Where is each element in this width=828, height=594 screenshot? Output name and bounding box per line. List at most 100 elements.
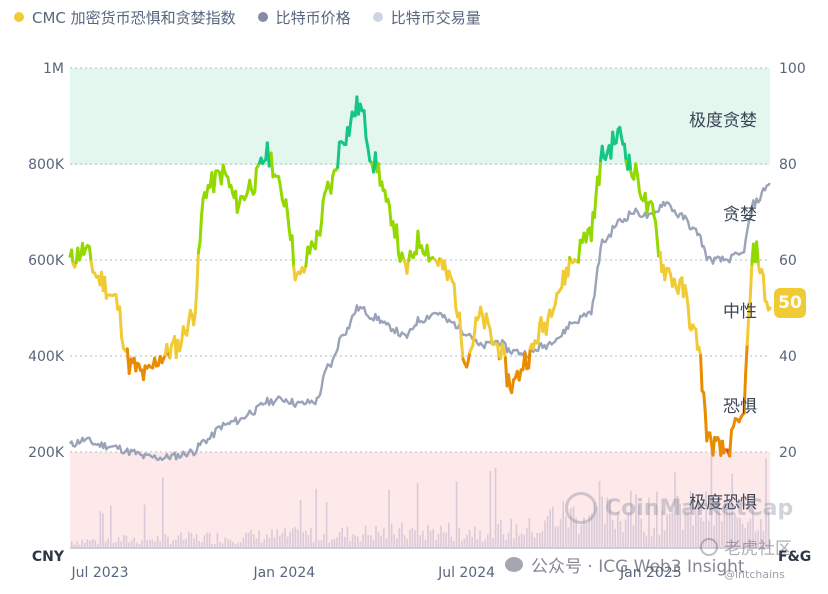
volume-bar [123, 535, 125, 548]
zone-label-extreme-greed: 极度贪婪 [689, 111, 757, 131]
volume-bar [713, 525, 715, 548]
fng-segment [284, 198, 289, 214]
fng-segment [744, 342, 749, 376]
volume-bar [149, 539, 151, 548]
x-tick-label: Jan 2024 [252, 565, 315, 581]
volume-bar [346, 526, 349, 548]
volume-bar [289, 532, 291, 548]
volume-bar [741, 523, 744, 548]
volume-bar [617, 511, 619, 548]
handle-text: @intchains [724, 568, 785, 581]
volume-bar [697, 498, 700, 548]
fng-segment [87, 245, 93, 264]
volume-bar [458, 528, 460, 548]
legend-item-0[interactable]: CMC 加密货币恐惧和贪婪指数 [14, 7, 236, 28]
volume-bar [273, 536, 276, 548]
fng-segment [650, 202, 656, 218]
volume-bar [575, 517, 577, 548]
fng-segment [196, 240, 202, 255]
left-tick-label: 600K [28, 253, 65, 269]
right-tick-label: 100 [779, 61, 806, 77]
volume-bar [736, 517, 739, 548]
fng-segment [544, 316, 550, 336]
fng-segment [510, 378, 515, 395]
volume-bar [284, 527, 286, 548]
volume-bar [718, 497, 720, 548]
legend-dot-icon [372, 12, 383, 22]
volume-bar [598, 480, 601, 548]
volume-bar [674, 472, 676, 548]
volume-bar [294, 527, 297, 548]
left-axis-unit: CNY [32, 549, 65, 565]
volume-bar [299, 499, 302, 548]
fng-segment [471, 332, 476, 348]
volume-bar [526, 528, 528, 548]
legend-label: 比特币交易量 [390, 8, 481, 27]
volume-bar [120, 541, 122, 548]
volume-bar [232, 542, 234, 548]
volume-bar [341, 527, 343, 548]
fng-segment [120, 335, 125, 350]
volume-bar [749, 518, 752, 548]
volume-bar [445, 532, 447, 548]
volume-bar [276, 529, 278, 548]
volume-bar [219, 542, 221, 548]
volume-bar [494, 467, 497, 548]
brand-watermark: 老虎社区 [700, 534, 792, 559]
legend-item-2[interactable]: 比特币交易量 [372, 7, 481, 28]
volume-bar [487, 534, 489, 548]
volume-bar [429, 531, 432, 548]
volume-bar [630, 491, 632, 548]
fng-segment [686, 304, 692, 330]
volume-bar [128, 542, 130, 548]
volume-bar [435, 540, 437, 548]
volume-bar [401, 522, 403, 548]
volume-bar [614, 528, 616, 548]
right-tick-label: 80 [779, 157, 797, 173]
fng-segment [472, 316, 478, 336]
volume-bar [409, 529, 411, 548]
volume-bar [104, 541, 107, 548]
fng-segment [654, 219, 659, 241]
fng-segment [416, 229, 421, 249]
fng-segment [405, 259, 411, 275]
volume-bar [102, 513, 104, 548]
volume-bar [255, 538, 258, 548]
volume-bar [336, 537, 338, 548]
volume-bar [89, 540, 91, 548]
volume-bar [318, 540, 320, 548]
volume-bar [250, 529, 252, 548]
volume-bar [94, 539, 96, 548]
volume-bar [396, 538, 398, 548]
fng-segment [204, 184, 210, 200]
fng-segment [747, 295, 752, 318]
sentiment-zones [70, 68, 770, 548]
volume-bar [73, 544, 76, 548]
fng-segment [507, 373, 512, 390]
volume-bar [637, 504, 640, 548]
fng-segment [676, 278, 682, 295]
volume-bar [136, 542, 138, 548]
fng-segment [553, 292, 559, 307]
volume-bar [107, 538, 109, 548]
volume-bar [557, 526, 559, 548]
fng-segment [699, 354, 704, 393]
zone-label-extreme-fear: 极度恐惧 [689, 493, 757, 513]
volume-bar [370, 535, 372, 548]
zone-label-neutral: 中性 [723, 302, 757, 322]
volume-bar [266, 534, 268, 548]
zone-labels: 极度贪婪 贪婪 中性 恐惧 极度恐惧 [689, 111, 757, 513]
volume-bar [666, 514, 668, 548]
volume-bar [76, 541, 78, 548]
fng-segment [277, 175, 282, 189]
volume-bar [676, 495, 679, 548]
volume-bar [138, 543, 141, 548]
volume-bar [97, 543, 99, 548]
volume-bar [679, 503, 681, 548]
volume-bar [133, 537, 135, 548]
left-tick-label: 800K [28, 157, 65, 173]
volume-bar [229, 539, 232, 548]
volume-bar [349, 541, 351, 548]
volume-bar [591, 513, 593, 548]
legend-item-1[interactable]: 比特币价格 [257, 7, 351, 28]
